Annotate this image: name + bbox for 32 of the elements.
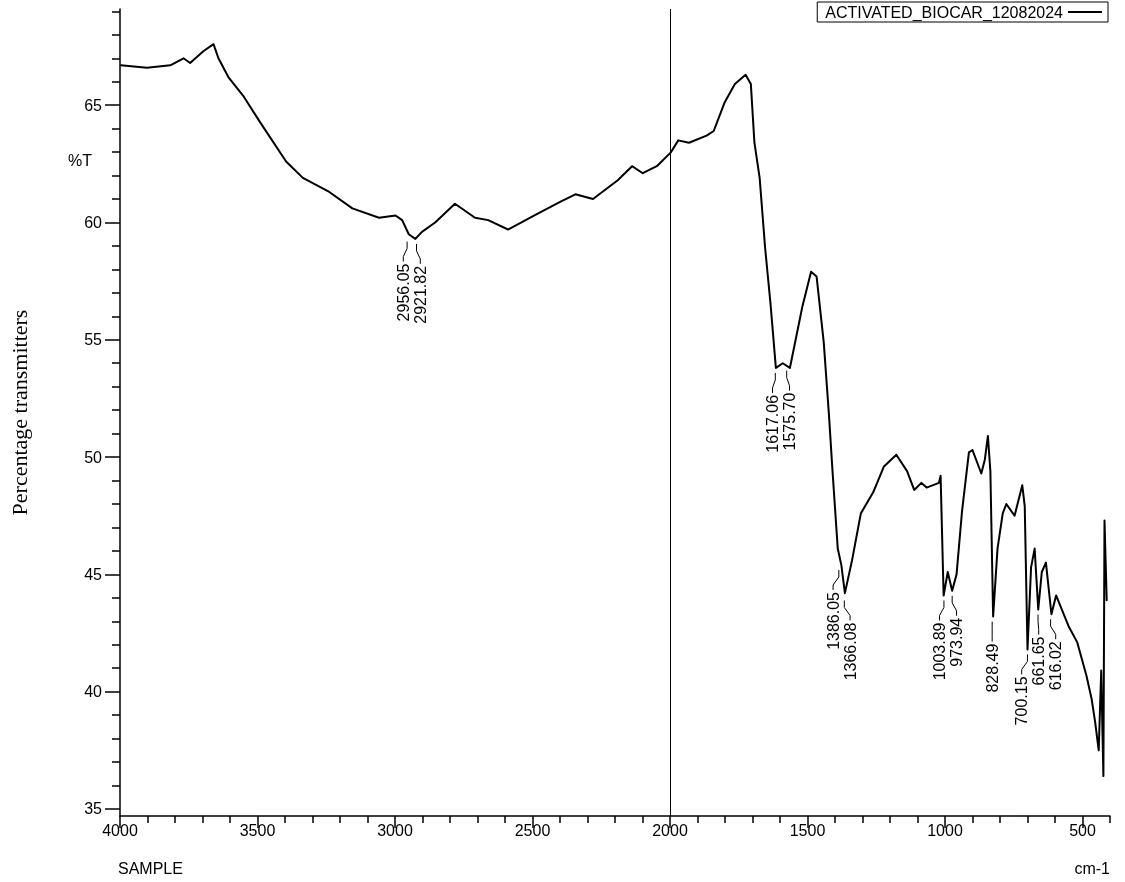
y-axis-title: Percentage transmitters bbox=[6, 309, 32, 516]
annotation: 1386.05 bbox=[824, 591, 842, 650]
annotation: 700.15 bbox=[1013, 676, 1031, 726]
y-tick-label: 50 bbox=[84, 448, 103, 466]
x-tick-label: 500 bbox=[1069, 821, 1096, 839]
annotation: 1617.06 bbox=[764, 394, 781, 453]
y-tick-label: 35 bbox=[84, 800, 103, 818]
annotation: 973.94 bbox=[948, 617, 966, 667]
annotation: 2956.05 bbox=[394, 263, 412, 322]
annotation: 1575.70 bbox=[781, 392, 798, 451]
x-tick-label: 4000 bbox=[102, 821, 138, 839]
annotation: 616.02 bbox=[1047, 641, 1065, 691]
text: %T bbox=[68, 151, 93, 169]
legend-label: ACTIVATED_BIOCAR_12082024 bbox=[825, 3, 1064, 22]
x-tick-label: 2500 bbox=[514, 821, 551, 839]
y-tick-label: 45 bbox=[84, 565, 103, 583]
x-tick-label: 3000 bbox=[377, 821, 413, 839]
text: SAMPLE bbox=[118, 859, 183, 877]
x-axis-title: cm-1 bbox=[1074, 859, 1111, 877]
x-tick-label: 2000 bbox=[652, 821, 688, 839]
annotation: 828.49 bbox=[983, 643, 1001, 693]
x-tick-label: 1000 bbox=[927, 821, 963, 839]
y-tick-label: 55 bbox=[84, 331, 103, 349]
annotation: 1366.08 bbox=[841, 622, 859, 681]
y-tick-label: 40 bbox=[84, 683, 103, 701]
annotation: 661.65 bbox=[1030, 636, 1048, 686]
y-tick-label: 60 bbox=[84, 213, 103, 231]
annotation: 2921.82 bbox=[411, 265, 429, 324]
x-tick-label: 3500 bbox=[239, 821, 276, 839]
x-tick-label: 1500 bbox=[789, 821, 826, 839]
annotation: 1003.89 bbox=[931, 622, 949, 681]
y-tick-label: 65 bbox=[84, 96, 103, 114]
